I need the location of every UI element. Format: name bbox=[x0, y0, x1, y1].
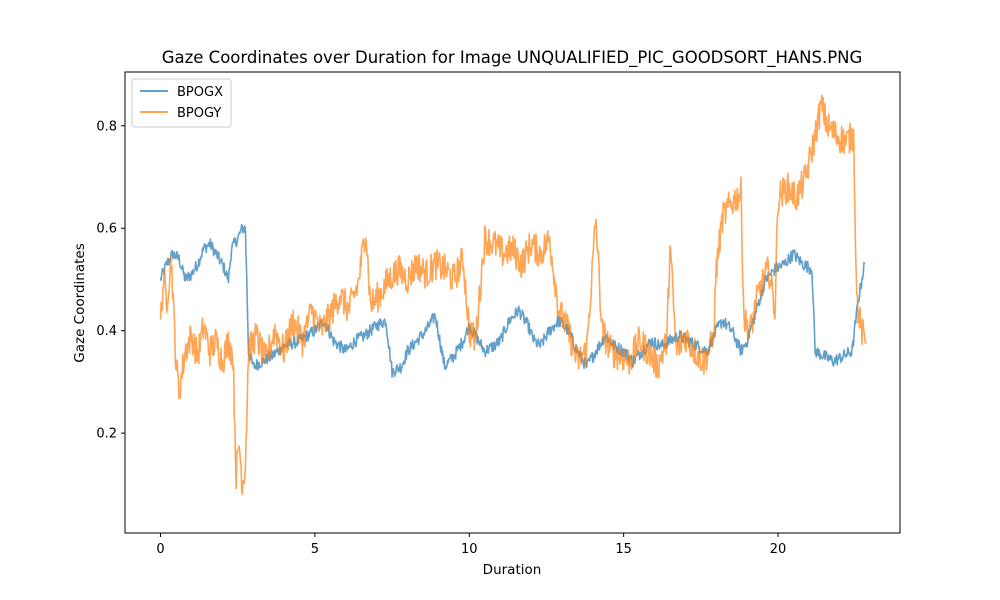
x-axis: 0 5 10 15 20 bbox=[156, 533, 786, 557]
x-tick-label: 20 bbox=[770, 542, 787, 557]
legend: BPOGX BPOGY bbox=[131, 78, 232, 128]
chart-title: Gaze Coordinates over Duration for Image… bbox=[162, 48, 863, 68]
series-layer bbox=[159, 94, 867, 496]
y-tick-label: 0.6 bbox=[96, 222, 117, 237]
series-line-bpogy bbox=[159, 94, 867, 496]
series-line-bpogx bbox=[159, 223, 866, 378]
plot-frame bbox=[124, 71, 901, 534]
y-axis-label: Gaze Coordinates bbox=[72, 243, 88, 362]
y-tick-label: 0.8 bbox=[96, 119, 117, 134]
x-tick-label: 15 bbox=[615, 542, 632, 557]
x-axis-label: Duration bbox=[483, 562, 542, 578]
legend-bpogx-label: BPOGX bbox=[177, 85, 223, 100]
x-tick-label: 10 bbox=[461, 542, 478, 557]
y-tick-label: 0.2 bbox=[96, 427, 117, 442]
x-tick-label: 0 bbox=[156, 542, 164, 557]
x-tick-label: 5 bbox=[311, 542, 319, 557]
y-tick-label: 0.4 bbox=[96, 324, 117, 339]
y-axis: 0.2 0.4 0.6 0.8 bbox=[96, 119, 125, 442]
legend-bpogy-label: BPOGY bbox=[177, 106, 221, 121]
